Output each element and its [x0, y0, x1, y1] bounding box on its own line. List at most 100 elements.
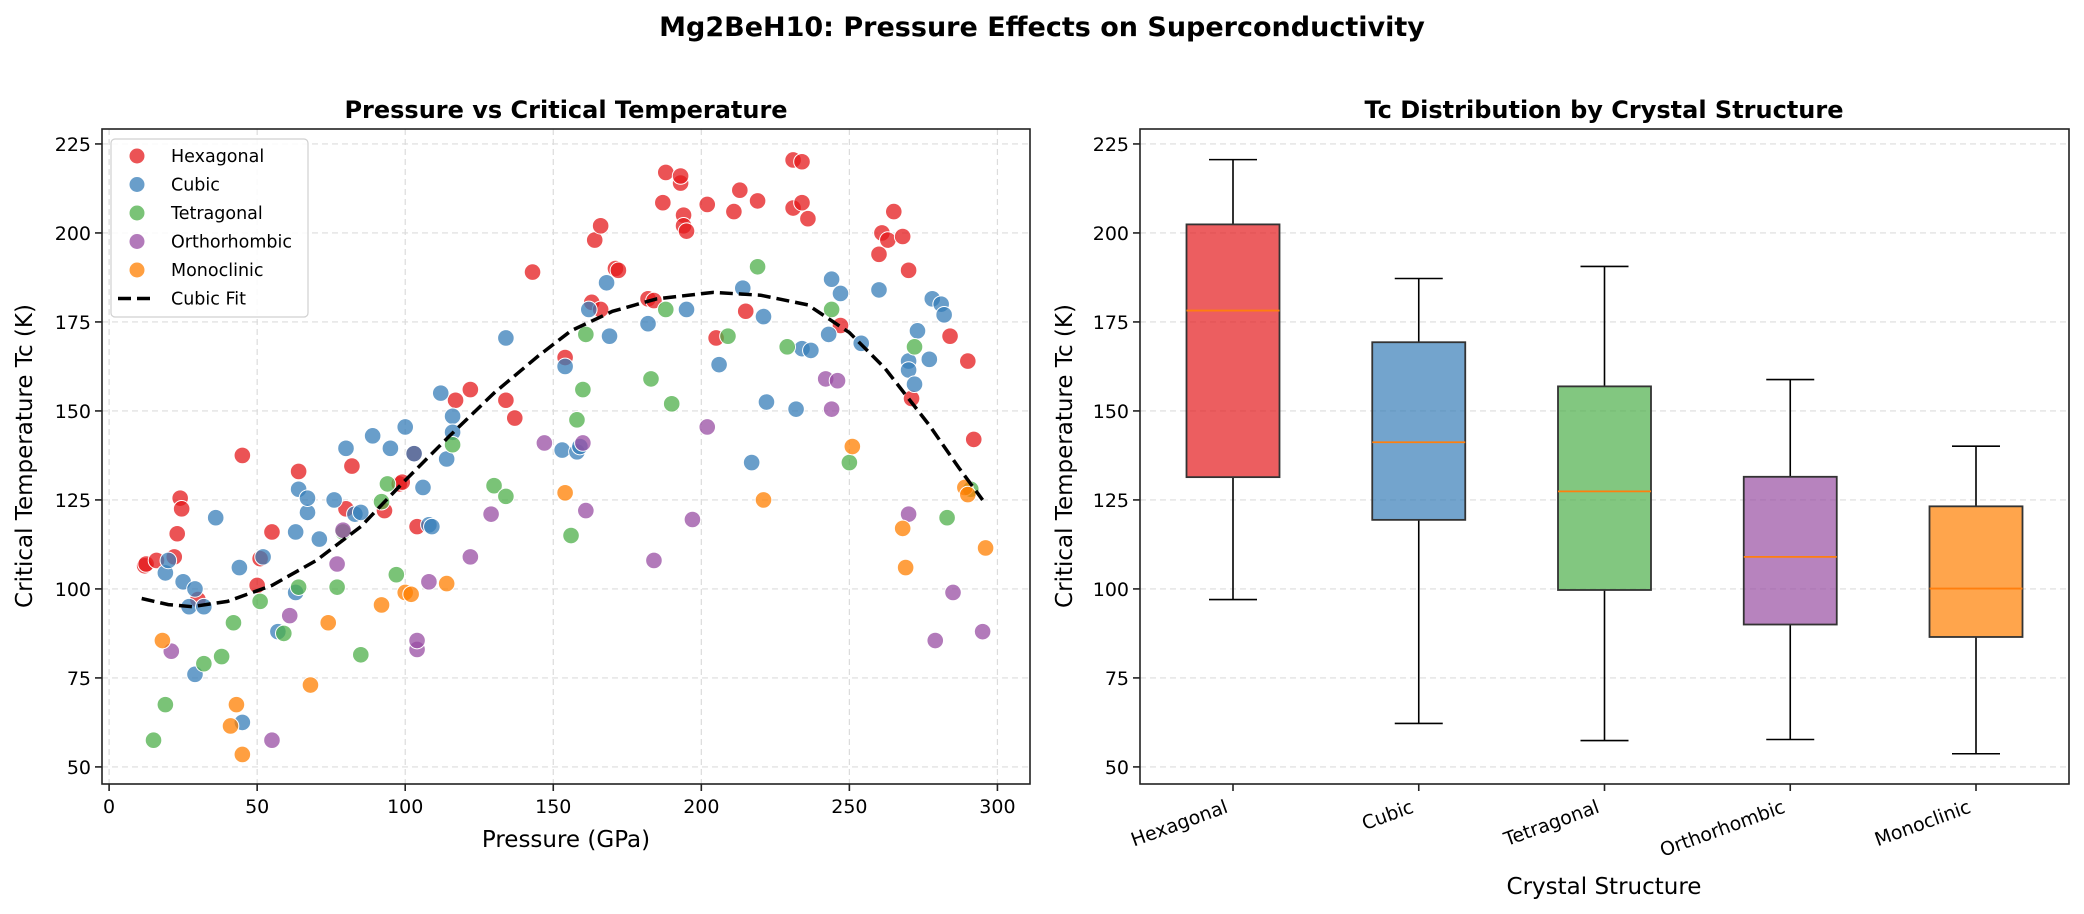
legend-marker-monoclinic — [129, 262, 145, 278]
box-x-axis-label: Crystal Structure — [1507, 874, 1702, 900]
scatter-point-tetragonal — [328, 578, 346, 596]
scatter-chart: Pressure vs Critical Temperature 0 50 100 1… — [12, 96, 1031, 853]
legend-marker-tetragonal — [129, 205, 145, 221]
scatter-point-tetragonal — [224, 613, 243, 632]
box-y-tick-label: 100 — [1093, 579, 1129, 601]
scatter-point-orthorhombic — [328, 555, 346, 573]
scatter-point-cubic — [597, 273, 616, 292]
scatter-point-hexagonal — [289, 462, 308, 481]
scatter-point-cubic — [802, 341, 820, 360]
box-group-tetragonal — [1557, 265, 1652, 742]
scatter-point-monoclinic — [976, 539, 995, 557]
scatter-axes-frame — [101, 128, 1031, 785]
scatter-point-hexagonal — [870, 245, 888, 264]
box-group-hexagonal — [1185, 158, 1281, 601]
scatter-point-cubic — [186, 580, 204, 598]
box-cubic — [1371, 341, 1467, 521]
scatter-point-orthorhombic — [334, 521, 352, 539]
scatter-point-tetragonal — [577, 325, 595, 344]
box-y-tick-label: 50 — [1105, 757, 1129, 779]
legend-label-monoclinic: Monoclinic — [171, 261, 264, 281]
figure-title: Mg2BeH10: Pressure Effects on Supercondu… — [659, 12, 1425, 43]
scatter-y-tick-label: 75 — [67, 668, 91, 690]
scatter-point-monoclinic — [437, 574, 456, 593]
scatter-point-cubic — [639, 314, 657, 333]
scatter-point-cubic — [580, 300, 598, 319]
scatter-point-tetragonal — [748, 257, 767, 276]
scatter-point-hexagonal — [799, 209, 817, 228]
box-orthorhombic — [1742, 475, 1838, 626]
scatter-point-orthorhombic — [420, 573, 438, 591]
scatter-x-tick-label: 50 — [245, 796, 269, 818]
scatter-point-cubic — [733, 279, 752, 297]
scatter-point-hexagonal — [461, 380, 480, 399]
scatter-point-hexagonal — [523, 263, 542, 281]
scatter-point-tetragonal — [156, 695, 175, 714]
scatter-point-hexagonal — [671, 167, 690, 185]
scatter-point-hexagonal — [168, 524, 187, 543]
scatter-point-hexagonal — [793, 193, 811, 212]
scatter-point-monoclinic — [402, 585, 420, 604]
scatter-point-tetragonal — [387, 565, 406, 584]
scatter-point-hexagonal — [656, 163, 675, 182]
scatter-point-hexagonal — [172, 500, 191, 518]
scatter-point-orthorhombic — [263, 731, 281, 750]
scatter-point-cubic — [754, 307, 773, 326]
scatter-point-cubic — [553, 441, 571, 459]
scatter-point-cubic — [443, 407, 462, 426]
scatter-y-axis-label: Critical Temperature Tc (K) — [12, 304, 38, 608]
scatter-point-hexagonal — [964, 430, 983, 449]
scatter-y-tick-label: 175 — [55, 312, 91, 334]
scatter-point-tetragonal — [905, 338, 924, 356]
legend-label-cubic-fit: Cubic Fit — [171, 290, 246, 310]
scatter-point-cubic — [677, 300, 696, 319]
legend-marker-cubic — [129, 177, 145, 192]
box-y-ticks: 50 75 100 125 150 175 200 225 — [1093, 134, 1140, 779]
scatter-point-tetragonal — [144, 731, 163, 750]
scatter-point-orthorhombic — [280, 606, 299, 625]
scatter-point-cubic — [497, 329, 515, 347]
box-hexagonal — [1185, 223, 1281, 479]
box-y-tick-label: 225 — [1093, 134, 1129, 156]
cubic-fit-line — [141, 290, 985, 609]
box-gridlines — [1140, 143, 2069, 768]
box-y-tick-label: 125 — [1093, 490, 1129, 512]
scatter-x-tick-label: 0 — [103, 796, 115, 818]
scatter-point-tetragonal — [251, 592, 269, 611]
scatter-points — [135, 151, 995, 764]
scatter-point-cubic — [742, 453, 761, 472]
box-y-axis-label: Critical Temperature Tc (K) — [1052, 304, 1078, 608]
scatter-point-tetragonal — [778, 338, 796, 356]
scatter-point-tetragonal — [574, 380, 592, 399]
scatter-point-tetragonal — [289, 578, 308, 596]
scatter-point-hexagonal — [899, 261, 918, 280]
scatter-point-hexagonal — [609, 261, 628, 280]
scatter-point-monoclinic — [233, 745, 252, 764]
scatter-point-tetragonal — [351, 645, 370, 664]
scatter-point-cubic — [337, 439, 355, 458]
scatter-point-hexagonal — [879, 231, 897, 249]
scatter-point-hexagonal — [884, 202, 903, 221]
scatter-point-cubic — [787, 400, 805, 418]
scatter-point-orthorhombic — [683, 510, 702, 529]
scatter-point-cubic — [405, 444, 423, 463]
scatter-point-tetragonal — [568, 411, 586, 429]
scatter-point-cubic — [556, 357, 574, 376]
scatter-y-tick-label: 150 — [55, 401, 91, 423]
scatter-x-tick-label: 150 — [535, 796, 571, 818]
scatter-point-cubic — [286, 523, 305, 541]
scatter-point-tetragonal — [642, 370, 660, 388]
scatter-point-tetragonal — [938, 508, 956, 527]
box-y-tick-label: 150 — [1093, 401, 1129, 423]
scatter-point-hexagonal — [343, 457, 361, 475]
scatter-point-hexagonal — [677, 222, 696, 240]
scatter-y-ticks: 50 75 100 125 150 175 200 225 — [55, 134, 102, 779]
scatter-point-tetragonal — [485, 476, 503, 495]
scatter-point-cubic — [870, 281, 888, 299]
scatter-point-tetragonal — [656, 300, 675, 319]
scatter-point-hexagonal — [793, 152, 811, 171]
legend-label-orthorhombic: Orthorhombic — [171, 233, 292, 253]
scatter-point-tetragonal — [719, 327, 737, 345]
scatter-point-cubic — [414, 478, 432, 497]
